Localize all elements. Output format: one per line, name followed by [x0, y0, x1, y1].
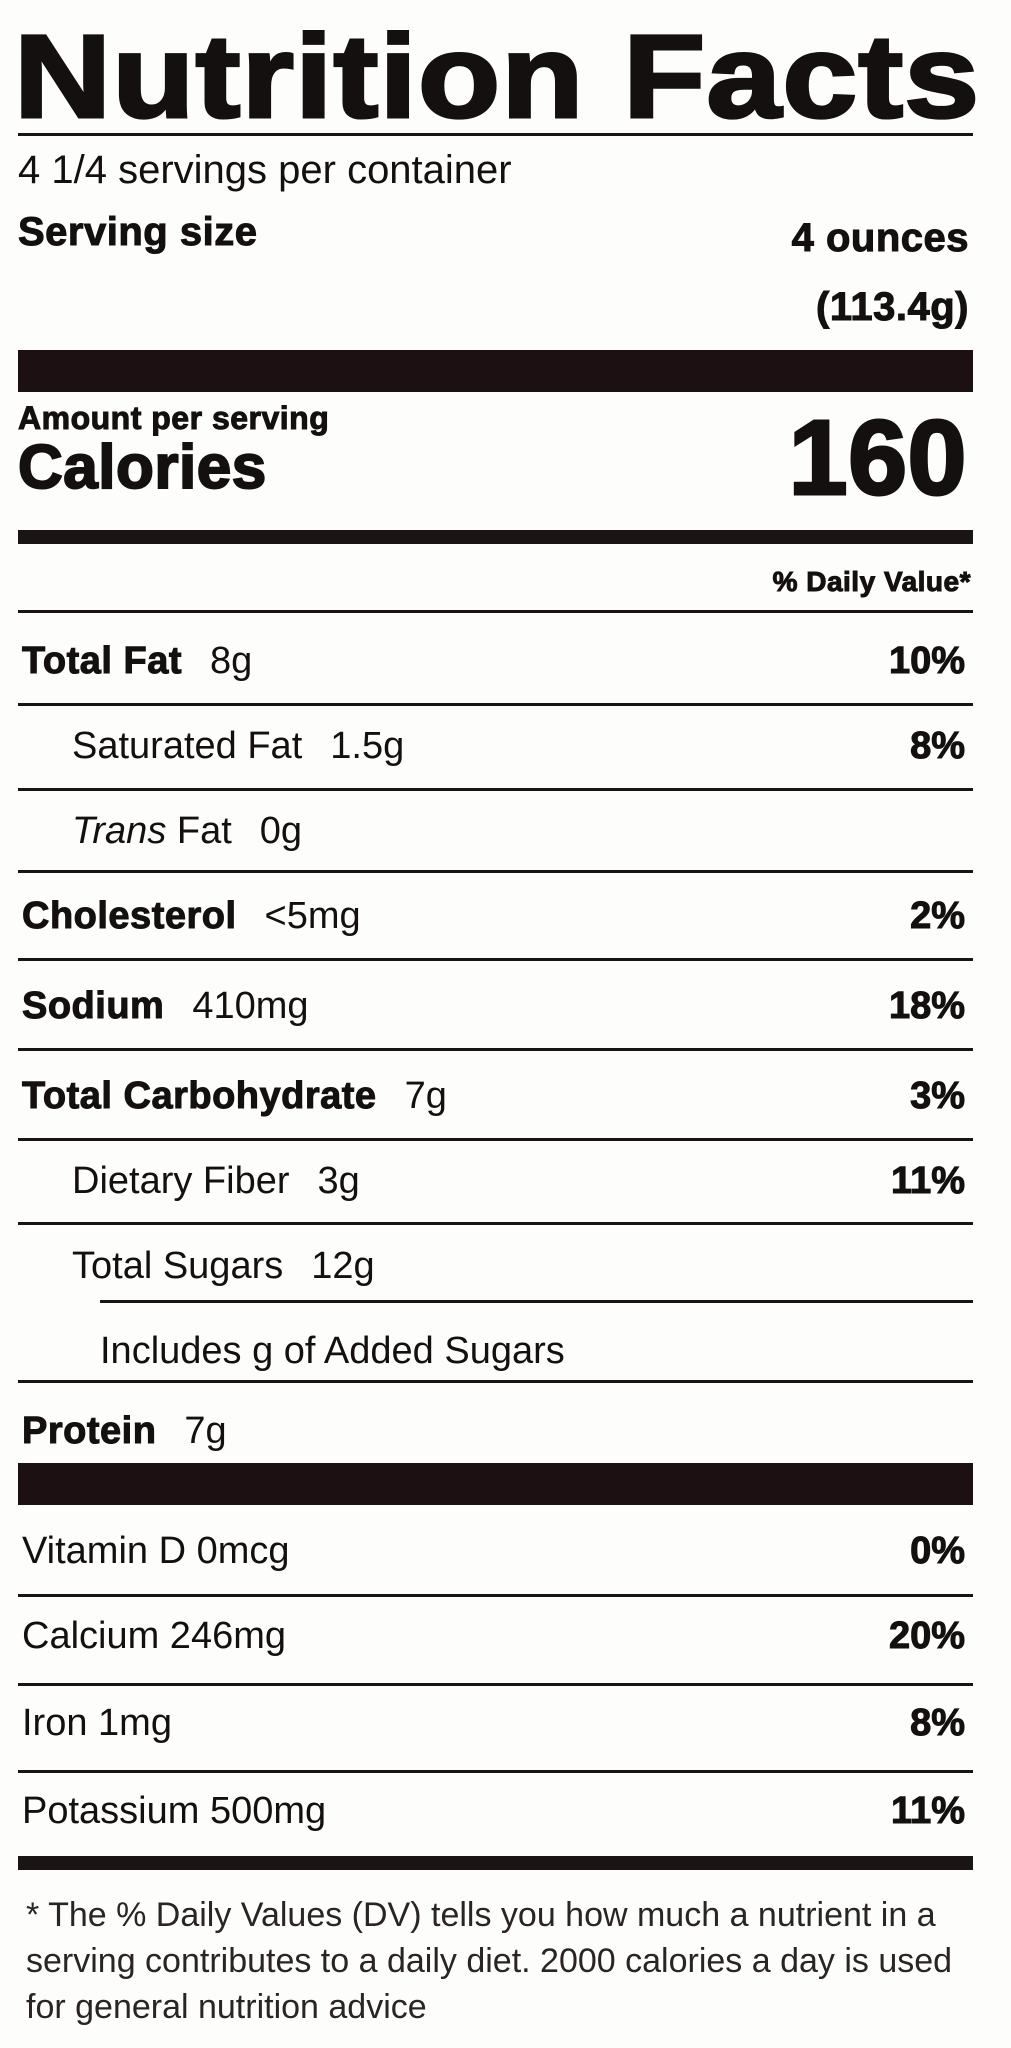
divider — [18, 1856, 973, 1870]
nutrient-row-cholesterol: Cholesterol <5mg 2% — [22, 895, 966, 938]
nutrient-amount: 3g — [317, 1160, 360, 1202]
vitamin-dv: 0% — [910, 1530, 966, 1573]
nutrient-label: Total Carbohydrate — [22, 1075, 377, 1118]
nutrient-label: Total Fat — [21, 640, 183, 683]
amount-per-serving: Amount per serving — [17, 400, 330, 437]
nutrient-amount: 0g — [259, 810, 303, 852]
vitamin-dv: 8% — [910, 1702, 966, 1745]
nutrient-label: Total Sugars — [72, 1245, 284, 1287]
nutrient-label: Saturated Fat — [72, 725, 303, 767]
divider — [100, 1300, 973, 1303]
nutrient-row-total-sugars: Total Sugars 12g — [72, 1245, 965, 1288]
divider — [18, 1594, 973, 1597]
nutrient-dv: 2% — [910, 895, 966, 938]
footnote: * The % Daily Values (DV) tells you how … — [26, 1896, 953, 2026]
serving-size-value: 4 ounces — [791, 216, 969, 261]
nutrient-row-added-sugars: Includes g of Added Sugars — [100, 1330, 965, 1373]
vitamin-row-calcium: Calcium 246mg 20% — [22, 1615, 966, 1658]
divider — [18, 1380, 973, 1383]
label-title: Nutrition Facts — [12, 11, 981, 143]
divider — [18, 870, 973, 873]
vitamin-row-iron: Iron 1mg 8% — [22, 1702, 965, 1745]
nutrient-dv: 18% — [888, 985, 965, 1028]
nutrient-dv: 10% — [888, 640, 965, 683]
nutrient-row-protein: Protein 7g — [21, 1410, 965, 1453]
nutrient-amount: 410mg — [192, 985, 309, 1027]
calories-label: Calories — [17, 432, 267, 503]
nutrient-label: Trans Fat — [72, 810, 232, 852]
nutrient-row-total-carbohydrate: Total Carbohydrate 7g 3% — [22, 1075, 966, 1118]
serving-size-label: Serving size — [17, 210, 258, 255]
nutrient-amount: 12g — [311, 1245, 375, 1287]
nutrient-amount: 1.5g — [330, 725, 405, 767]
daily-value-header: % Daily Value* — [772, 566, 971, 598]
vitamin-label: Potassium 500mg — [22, 1790, 327, 1832]
nutrient-label: Protein — [21, 1410, 157, 1453]
divider — [18, 530, 973, 544]
nutrient-row-trans-fat: Trans Fat 0g — [72, 810, 965, 853]
servings-per-container: 4 1/4 servings per container — [18, 148, 512, 192]
divider — [18, 610, 973, 613]
divider — [18, 1048, 973, 1051]
nutrient-dv: 3% — [910, 1075, 966, 1118]
nutrient-amount: 7g — [184, 1410, 227, 1452]
divider — [18, 1138, 973, 1141]
divider — [18, 1683, 973, 1686]
nutrient-row-saturated-fat: Saturated Fat 1.5g 8% — [72, 725, 965, 768]
divider — [18, 133, 973, 136]
vitamin-row-potassium: Potassium 500mg 11% — [22, 1790, 965, 1833]
nutrient-amount: 7g — [404, 1075, 447, 1117]
thick-divider — [18, 1463, 973, 1505]
nutrient-label: Sodium — [21, 985, 165, 1028]
vitamin-label: Calcium 246mg — [22, 1615, 286, 1657]
divider — [18, 703, 973, 706]
nutrient-dv: 11% — [891, 1160, 966, 1203]
divider — [18, 1222, 973, 1225]
divider — [18, 1770, 973, 1773]
vitamin-row-vitamin-d: Vitamin D 0mcg 0% — [22, 1530, 965, 1573]
thick-divider — [18, 350, 973, 392]
divider — [18, 958, 973, 961]
vitamin-label: Vitamin D 0mcg — [22, 1530, 290, 1572]
nutrient-amount: 8g — [210, 640, 253, 682]
nutrient-label: Includes g of Added Sugars — [100, 1330, 565, 1372]
nutrient-row-total-fat: Total Fat 8g 10% — [21, 640, 965, 683]
serving-size-grams: (113.4g) — [816, 285, 969, 330]
nutrient-row-dietary-fiber: Dietary Fiber 3g 11% — [72, 1160, 965, 1203]
nutrient-row-sodium: Sodium 410mg 18% — [21, 985, 965, 1028]
nutrient-label: Dietary Fiber — [72, 1160, 290, 1202]
nutrient-dv: 8% — [910, 725, 966, 768]
vitamin-dv: 11% — [891, 1790, 966, 1833]
vitamin-dv: 20% — [888, 1615, 965, 1658]
vitamin-label: Iron 1mg — [22, 1702, 172, 1744]
nutrient-amount: <5mg — [264, 895, 361, 937]
nutrient-label: Cholesterol — [22, 895, 237, 938]
calories-value: 160 — [787, 398, 968, 519]
divider — [18, 788, 973, 791]
